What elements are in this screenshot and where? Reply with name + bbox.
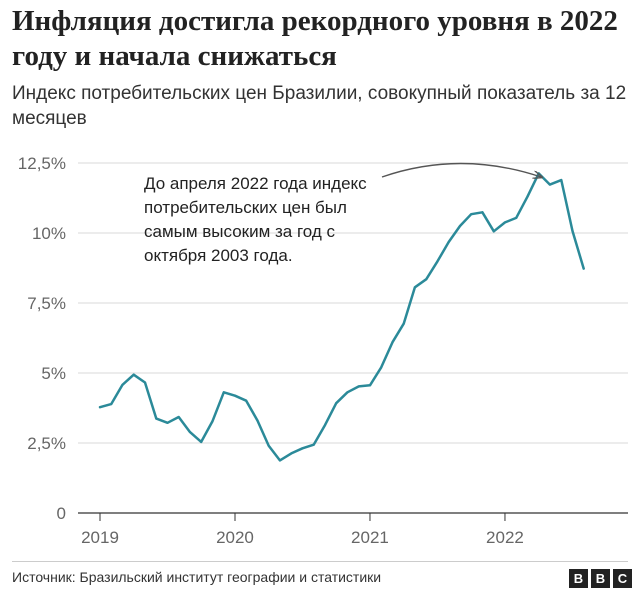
data-point	[324, 424, 327, 427]
data-point	[447, 240, 450, 243]
bbc-logo-letter: C	[613, 569, 632, 588]
data-point	[99, 406, 101, 409]
chart-subtitle: Индекс потребительских цен Бразилии, сов…	[12, 83, 627, 129]
data-point	[346, 391, 349, 394]
data-point	[357, 385, 360, 388]
data-point	[301, 447, 304, 450]
source-note: Источник: Бразильский институт географии…	[12, 569, 382, 585]
data-point	[121, 383, 124, 386]
data-point	[503, 221, 506, 224]
data-point	[267, 444, 270, 447]
data-point	[189, 431, 192, 434]
data-point	[436, 260, 439, 263]
data-point	[256, 419, 259, 422]
data-point	[177, 415, 180, 418]
bbc-logo-letter: B	[591, 569, 610, 588]
data-point	[245, 399, 248, 402]
data-point	[481, 211, 484, 214]
data-points	[99, 172, 585, 462]
data-point	[548, 183, 551, 186]
data-point	[526, 195, 529, 198]
gridlines	[78, 162, 628, 514]
annotation-arrow	[381, 162, 541, 178]
y-tick-label: 0	[57, 504, 66, 523]
data-point	[425, 278, 428, 281]
data-point	[571, 230, 574, 233]
x-tick-label: 2022	[486, 528, 524, 547]
bbc-logo: B B C	[569, 569, 632, 588]
data-point	[110, 403, 113, 406]
y-tick-label: 10%	[32, 224, 66, 243]
chart-annotation: До апреля 2022 года индекс потребительск…	[144, 174, 367, 265]
y-tick-label: 7,5%	[27, 294, 66, 313]
data-point	[166, 421, 169, 424]
y-tick-label: 5%	[41, 364, 66, 383]
data-point	[312, 443, 315, 446]
data-point	[391, 341, 394, 344]
data-point	[132, 373, 135, 376]
data-point	[211, 420, 214, 423]
data-point	[515, 216, 518, 219]
data-point	[459, 225, 462, 227]
data-point	[537, 172, 540, 175]
data-point	[582, 267, 585, 270]
data-point	[155, 417, 158, 420]
chart-title: Инфляция достигла рекордного уровня в 20…	[12, 5, 618, 72]
data-point	[492, 230, 495, 233]
y-axis: 0 2,5% 5% 7,5% 10% 12,5%	[18, 154, 66, 523]
inflation-line	[98, 172, 585, 462]
data-point	[413, 286, 416, 289]
x-tick-label: 2019	[81, 528, 119, 547]
x-tick-label: 2020	[216, 528, 254, 547]
data-point	[222, 391, 225, 394]
data-point	[200, 440, 203, 443]
data-point	[470, 213, 473, 216]
data-point	[380, 366, 383, 369]
x-tick-label: 2021	[351, 528, 389, 547]
data-point	[335, 402, 338, 405]
data-point	[290, 452, 293, 455]
data-point	[143, 381, 146, 384]
data-point	[278, 459, 281, 462]
bbc-logo-letter: B	[569, 569, 588, 588]
data-point	[560, 179, 563, 182]
y-tick-label: 12,5%	[18, 154, 66, 173]
data-point	[402, 322, 405, 325]
data-point	[233, 394, 236, 397]
footer-divider	[12, 561, 628, 562]
y-tick-label: 2,5%	[27, 434, 66, 453]
x-axis: 2019 2020 2021 2022	[81, 513, 524, 547]
data-point	[368, 384, 371, 387]
